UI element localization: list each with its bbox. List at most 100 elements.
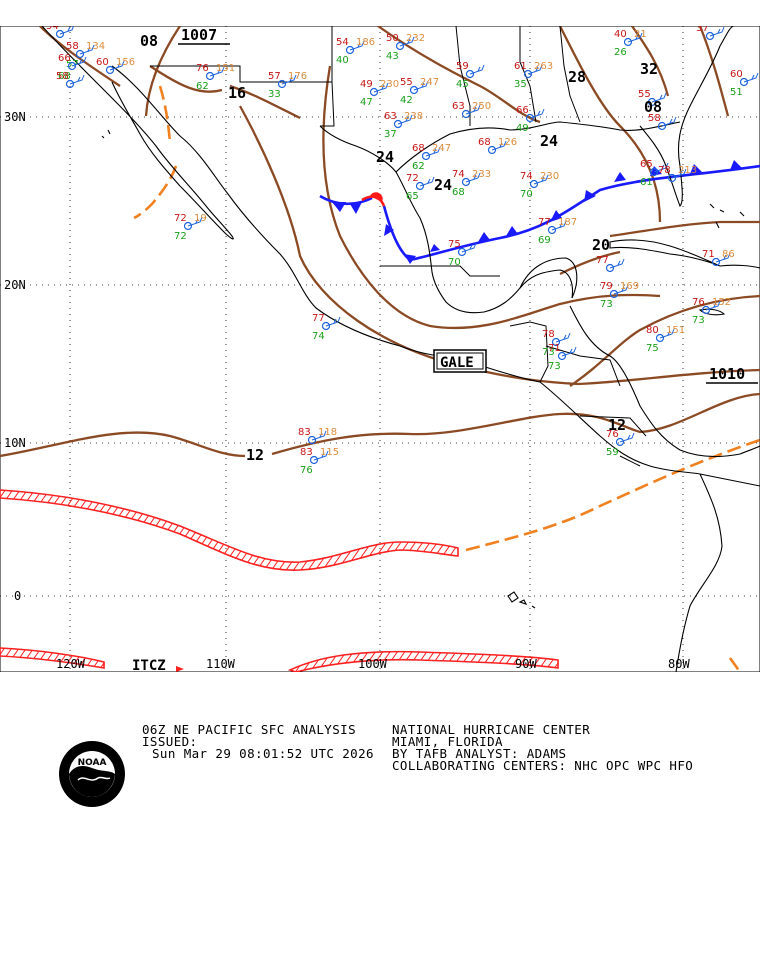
station-plot: 78 213 [658, 165, 697, 183]
station-temperature: 75 [448, 239, 461, 250]
station-dewpoint: 57 [66, 59, 79, 70]
station-dewpoint: 70 [520, 189, 533, 200]
station-temperature: 71 [702, 249, 715, 260]
station-circle-icon [105, 65, 115, 75]
wind-barb-icon [527, 64, 543, 75]
station-dewpoint: 69 [538, 235, 551, 246]
lon-label-110w: 110W [206, 657, 236, 671]
station-circle-icon [711, 257, 721, 267]
station-temperature: 77 [538, 217, 551, 228]
lat-label-30n: 30N [4, 110, 26, 124]
station-plot: 80 75 151 [646, 325, 685, 354]
wind-barb-icon [529, 108, 545, 119]
station-circle-icon [655, 333, 665, 343]
station-pressure: 21 [634, 29, 647, 40]
warm-front [361, 192, 386, 207]
isobar-value-label: 16 [228, 84, 246, 102]
station-circle-icon [393, 119, 403, 129]
station-circle-icon [75, 49, 85, 59]
station-dewpoint: 74 [312, 331, 325, 342]
isobar-value-label: 24 [540, 132, 558, 150]
political-borders [150, 26, 760, 487]
itcz-label: ITCZ [132, 658, 166, 672]
station-circle-icon [461, 177, 471, 187]
station-temperature: 40 [614, 29, 627, 40]
lon-label-120w: 120W [56, 657, 86, 671]
station-dewpoint: 65 [406, 191, 419, 202]
cold-front [319, 160, 760, 264]
surface-troughs [133, 85, 760, 672]
wind-barb-icon [619, 432, 635, 443]
station-circle-icon [547, 225, 557, 235]
station-pressure: 247 [432, 143, 451, 154]
wind-barb-icon [659, 328, 675, 339]
wind-barb-icon [325, 316, 341, 327]
station-pressure: 250 [472, 101, 491, 112]
station-dewpoint: 59 [606, 447, 619, 458]
station-circle-icon [647, 97, 657, 107]
station-temperature: 72 [406, 173, 419, 184]
station-circle-icon [623, 37, 633, 47]
station-dewpoint: 47 [360, 97, 373, 108]
wind-barb-icon [491, 140, 507, 151]
station-plot: 63 250 [452, 101, 491, 119]
station-plot: 40 26 21 [614, 29, 647, 58]
station-temperature: 80 [646, 325, 659, 336]
station-circle-icon [557, 351, 567, 361]
station-plot: 60 51 [730, 69, 759, 98]
station-pressure: 152 [712, 297, 731, 308]
wind-barb-icon [653, 162, 669, 173]
wind-barb-icon [373, 82, 389, 93]
lat-label-10n: 10N [4, 436, 26, 450]
station-plot: 71 86 [702, 249, 735, 267]
station-dewpoint: 51 [730, 87, 743, 98]
station-temperature: 76 [692, 297, 705, 308]
station-circle-icon [605, 263, 615, 273]
station-temperature: 58 [648, 113, 661, 124]
pressure-box-1010: 1010 [706, 365, 758, 384]
issued-time: Sun Mar 29 08:01:52 UTC 2026 [152, 746, 374, 761]
station-dewpoint: 33 [268, 89, 281, 100]
wind-barb-icon [651, 92, 667, 103]
isobar-value-label: 32 [640, 60, 658, 78]
station-circle-icon [657, 121, 667, 131]
station-plot: 58 [56, 71, 85, 89]
station-pressure: 151 [666, 325, 685, 336]
station-dewpoint: 43 [386, 51, 399, 62]
station-dewpoint: 42 [400, 95, 413, 106]
lon-label-100w: 100W [358, 657, 388, 671]
wind-barb-icon [69, 74, 85, 85]
station-circle-icon [321, 321, 331, 331]
station-circle-icon [55, 29, 65, 39]
station-pressure: 263 [534, 61, 553, 72]
station-circle-icon [487, 145, 497, 155]
station-temperature: 61 [514, 61, 527, 72]
isobar-value-label: 12 [608, 416, 626, 434]
station-plot: 71 73 [548, 343, 577, 372]
station-circle-icon [395, 41, 405, 51]
wind-barb-icon [109, 60, 125, 71]
analyst-line: BY TAFB ANALYST: ADAMS [392, 746, 567, 761]
station-dewpoint: 35 [514, 79, 527, 90]
isobar-value-label: 08 [644, 98, 662, 116]
station-dewpoint: 45 [456, 79, 469, 90]
station-temperature: 68 [412, 143, 425, 154]
wind-barb-icon [709, 26, 725, 37]
wind-barb-icon [313, 450, 329, 461]
station-plot: 54 [46, 26, 75, 39]
station-circle-icon [415, 181, 425, 191]
station-pressure: 126 [498, 137, 517, 148]
isobar-value-label: 20 [592, 236, 610, 254]
wind-barb-icon [743, 72, 759, 83]
isobar-value-label: 24 [376, 148, 394, 166]
station-dewpoint: 73 [548, 361, 561, 372]
station-temperature: 57 [268, 71, 281, 82]
wind-barb-icon [349, 40, 365, 51]
station-temperature: 63 [384, 111, 397, 122]
collaborating-centers: COLLABORATING CENTERS: NHC OPC WPC HFO [392, 758, 694, 773]
noaa-logo-text: NOAA [78, 758, 107, 768]
station-circle-icon [205, 71, 215, 81]
station-temperature: 50 [386, 33, 399, 44]
isobar-value-label: 28 [568, 68, 586, 86]
lon-label-90w: 90W [515, 657, 537, 671]
